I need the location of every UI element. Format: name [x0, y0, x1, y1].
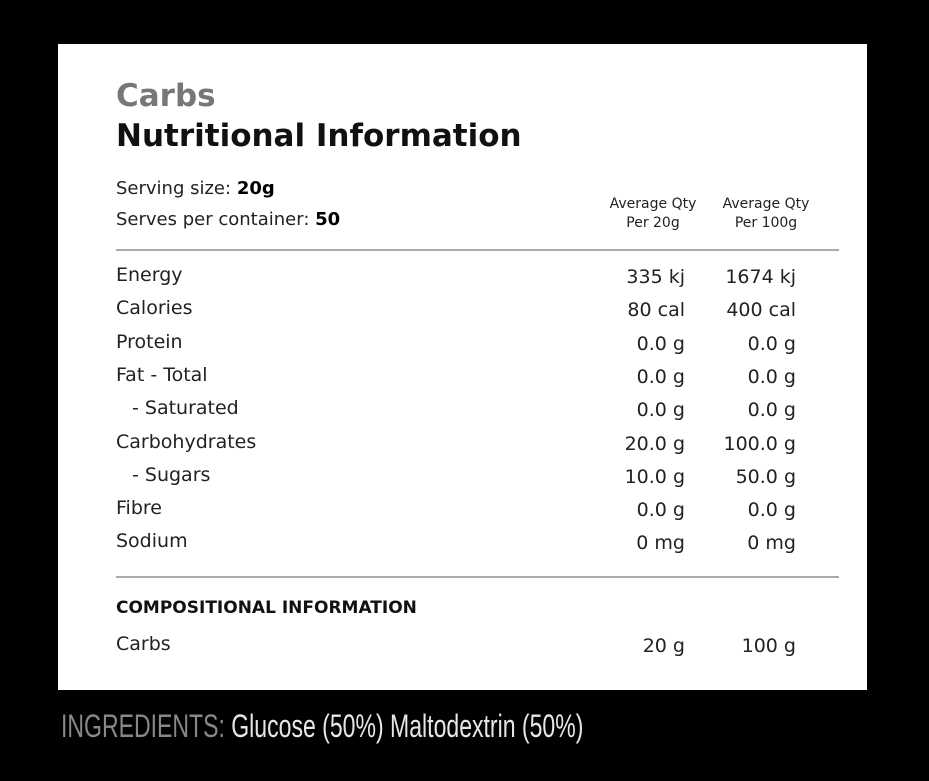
row-label: Sodium	[116, 530, 188, 553]
ingredients-label: INGREDIENTS:	[61, 708, 225, 744]
per-100g: 0.0 g	[747, 365, 796, 388]
row-label: Calories	[116, 297, 193, 320]
label: Serves per container:	[116, 209, 310, 230]
per-100g: 50.0 g	[735, 465, 796, 488]
per-100g: 1674 kj	[725, 266, 796, 288]
per-100g: 0.0 g	[747, 332, 796, 355]
ingredients: INGREDIENTS: Glucose (50%) Maltodextrin …	[61, 708, 583, 745]
divider	[116, 576, 839, 578]
row-label: Energy	[116, 264, 183, 286]
per-serve: 0.0 g	[636, 332, 685, 355]
per-100g: 0.0 g	[747, 499, 796, 522]
line: Average Qty	[609, 196, 697, 212]
row-label: - Sugars	[132, 463, 211, 486]
category: Carbs	[116, 78, 216, 114]
per-serve: 10.0 g	[624, 465, 685, 488]
section-heading: COMPOSITIONAL INFORMATION	[116, 598, 417, 618]
column-header: Average Qty Per 20g	[593, 195, 713, 233]
line: Average Qty	[722, 196, 810, 212]
row-label: Carbs	[116, 633, 171, 655]
divider	[116, 249, 839, 251]
line: Per 100g	[734, 215, 798, 231]
row-label: Fibre	[116, 497, 162, 520]
title: Nutritional Information	[116, 118, 522, 154]
per-serve: 335 kj	[626, 266, 685, 288]
serving-size: Serving size: 20g	[116, 178, 275, 199]
label-panel: Carbs Nutritional Information Serving si…	[58, 44, 867, 690]
per-100g: 0.0 g	[747, 399, 796, 422]
value: 20g	[236, 178, 275, 199]
value: 50	[315, 209, 341, 230]
per-serve: 20 g	[642, 635, 685, 657]
per-serve: 80 cal	[627, 299, 685, 322]
line: Per 20g	[626, 215, 680, 231]
row-label: Carbohydrates	[116, 430, 257, 453]
row-label: - Saturated	[132, 397, 239, 420]
per-100g: 100 g	[741, 635, 796, 657]
per-100g: 0 mg	[747, 532, 796, 555]
per-100g: 100.0 g	[723, 432, 797, 455]
per-100g: 400 cal	[726, 299, 796, 322]
per-serve: 0 mg	[636, 532, 685, 555]
per-serve: 20.0 g	[624, 432, 685, 455]
label: Serving size:	[116, 178, 232, 199]
ingredients-text: Glucose (50%) Maltodextrin (50%)	[231, 708, 584, 744]
per-serve: 0.0 g	[636, 399, 685, 422]
row-label: Fat - Total	[116, 363, 208, 386]
row-label: Protein	[116, 330, 183, 353]
per-serve: 0.0 g	[636, 499, 685, 522]
serves-per-container: Serves per container: 50	[116, 209, 340, 230]
column-header: Average Qty Per 100g	[706, 195, 826, 233]
per-serve: 0.0 g	[636, 365, 685, 388]
